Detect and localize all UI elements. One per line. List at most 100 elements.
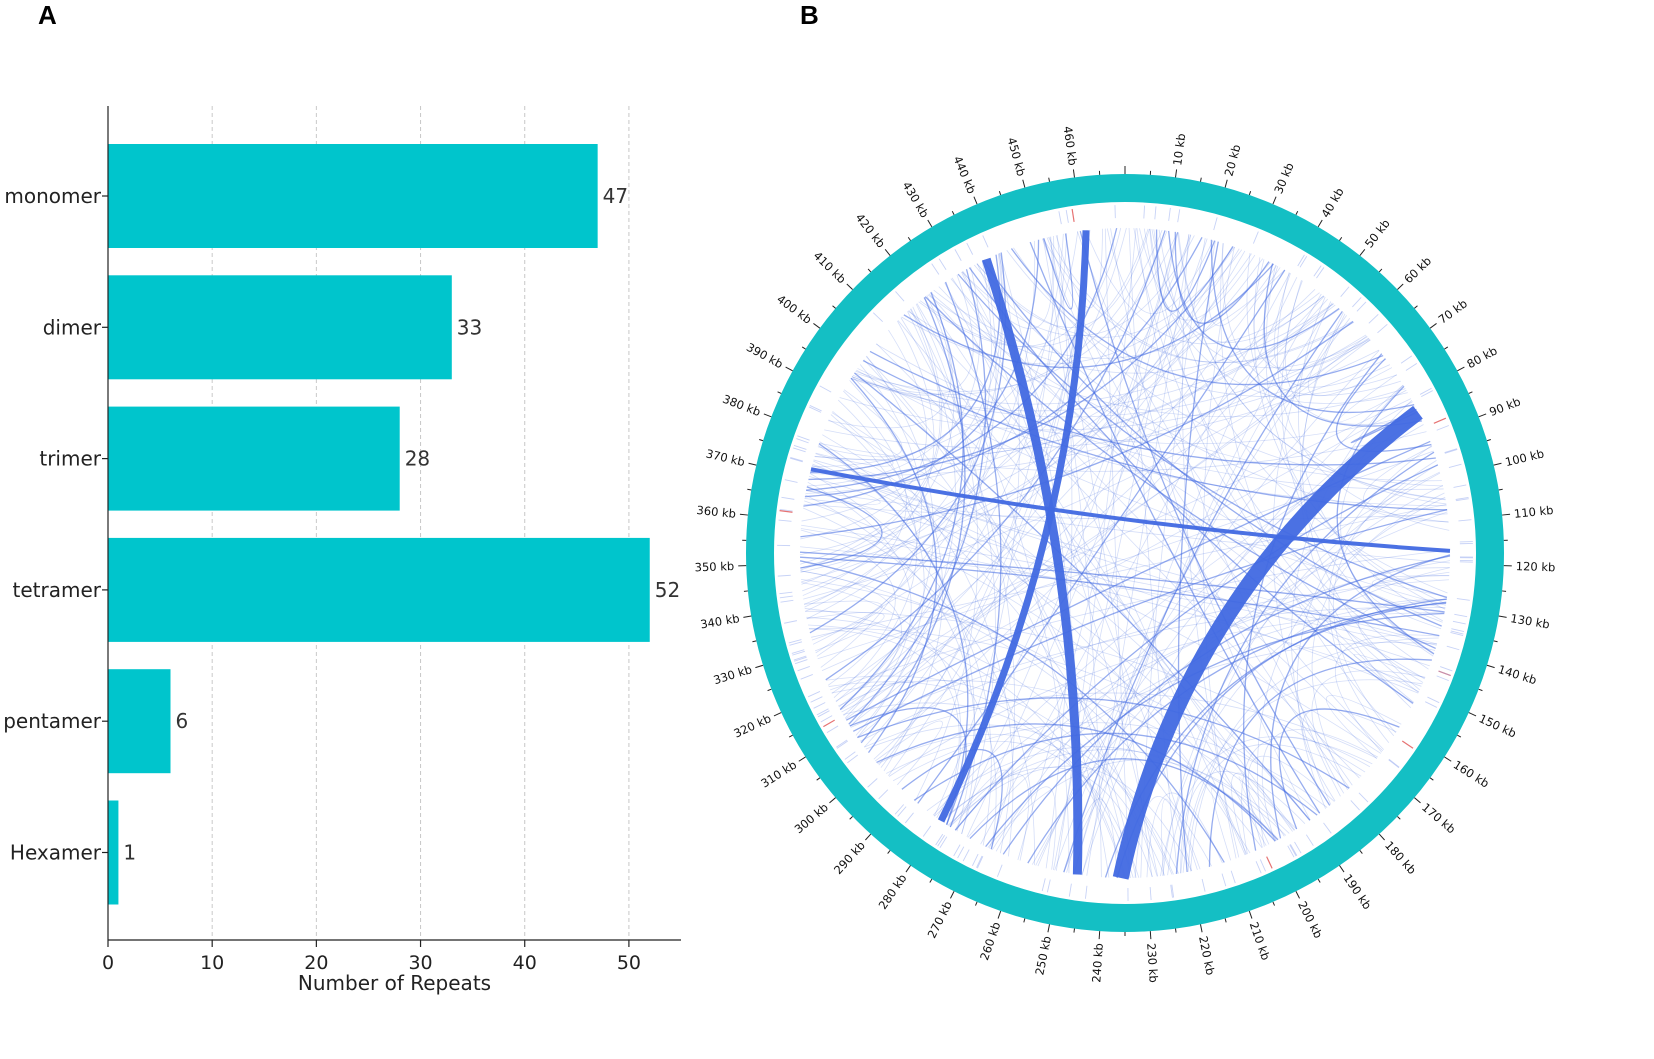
- ring-tick-label: 110 kb: [1513, 503, 1554, 521]
- faint-link: [876, 343, 1293, 832]
- bar-pentamer: [108, 669, 171, 774]
- category-label: dimer: [43, 315, 102, 339]
- faint-link: [1371, 575, 1450, 609]
- faint-link: [873, 298, 1329, 760]
- faint-link: [851, 274, 974, 396]
- category-label: pentamer: [3, 709, 102, 733]
- faint-link: [805, 494, 976, 835]
- faint-link: [801, 582, 962, 824]
- feature-mark: [1068, 883, 1072, 897]
- faint-link: [901, 249, 1243, 365]
- major-link: [981, 257, 1083, 875]
- faint-link: [815, 419, 894, 467]
- faint-link: [1307, 315, 1393, 397]
- faint-link: [878, 230, 1087, 766]
- faint-link: [812, 246, 1233, 645]
- minor-link: [954, 464, 1439, 831]
- ring-tick-mark: [1359, 248, 1366, 256]
- feature-mark: [789, 641, 803, 646]
- ring-tick-mark: [927, 219, 933, 228]
- feature-mark: [996, 864, 1003, 877]
- ring-tick-label: 290 kb: [831, 838, 868, 877]
- panel-label-a: A: [38, 0, 57, 30]
- faint-link: [934, 571, 1450, 817]
- minor-link: [839, 292, 964, 710]
- feature-mark: [1058, 211, 1062, 225]
- faint-link: [1180, 770, 1306, 874]
- ring-tick-label: 180 kb: [1382, 838, 1419, 877]
- faint-link: [855, 311, 956, 736]
- ring-tick-mark: [1248, 910, 1253, 919]
- ring-tick-mark: [1072, 169, 1075, 178]
- feature-mark: [1452, 620, 1466, 625]
- feature-mark: [1289, 844, 1297, 857]
- feature-mark: [1154, 206, 1157, 220]
- faint-link: [1261, 729, 1379, 842]
- feature-mark: [1438, 670, 1451, 676]
- minor-link: [854, 372, 1311, 821]
- x-tick-label: 0: [102, 952, 114, 974]
- feature-mark: [793, 444, 807, 450]
- minor-link: [1029, 241, 1321, 814]
- ring-tick-label: 270 kb: [925, 899, 955, 941]
- ring-tick-mark: [1493, 462, 1502, 466]
- ring-tick-mark: [1457, 734, 1462, 738]
- faint-link: [800, 308, 941, 565]
- minor-link: [1043, 233, 1074, 310]
- feature-mark: [1046, 879, 1051, 893]
- faint-link: [1284, 280, 1421, 425]
- ring-tick-mark: [763, 413, 772, 418]
- ring-tick-mark: [997, 910, 1002, 919]
- feature-mark: [931, 263, 940, 275]
- ring-tick-mark: [798, 756, 806, 762]
- ring-tick-mark: [801, 346, 806, 350]
- bar-value-label: 28: [405, 447, 430, 471]
- faint-link: [839, 349, 1380, 431]
- faint-link: [852, 374, 1419, 445]
- faint-link: [1241, 736, 1371, 855]
- faint-link: [799, 253, 1252, 556]
- faint-link: [1055, 228, 1137, 871]
- feature-mark: [781, 496, 795, 500]
- feature-mark: [1168, 207, 1171, 221]
- ring-tick-mark: [829, 797, 836, 804]
- faint-link: [1162, 485, 1444, 876]
- feature-mark: [1377, 323, 1388, 334]
- feature-mark: [800, 674, 813, 680]
- ring-tick-label: 400 kb: [774, 292, 814, 327]
- faint-link: [865, 724, 1180, 874]
- feature-mark: [817, 710, 830, 718]
- minor-link: [818, 443, 969, 825]
- feature-mark: [796, 438, 809, 444]
- feature-mark: [816, 708, 829, 716]
- ring-tick-mark: [929, 878, 933, 883]
- ring-tick-mark: [755, 664, 764, 669]
- feature-mark: [962, 849, 970, 862]
- genome-ring: [746, 174, 1504, 932]
- ring-tick-mark: [1468, 391, 1473, 394]
- ring-tick-label: 250 kb: [1032, 935, 1054, 977]
- faint-link: [923, 297, 1267, 846]
- faint-link: [908, 310, 1360, 779]
- faint-link: [995, 786, 1057, 870]
- ring-tick-mark: [777, 391, 782, 394]
- ring-tick-mark: [773, 712, 782, 717]
- feature-mark: [844, 751, 856, 760]
- feature-mark: [954, 249, 962, 261]
- feature-mark: [1221, 873, 1227, 887]
- minor-link: [924, 296, 1436, 650]
- feature-mark: [1287, 845, 1295, 858]
- minor-link: [969, 758, 1279, 841]
- faint-link: [813, 460, 1295, 831]
- faint-link: [897, 320, 1285, 837]
- faint-link: [804, 600, 883, 641]
- faint-link: [804, 476, 881, 505]
- faint-link: [1052, 234, 1190, 871]
- minor-link: [862, 360, 1448, 511]
- faint-link: [962, 236, 1053, 330]
- feature-mark: [1255, 861, 1262, 874]
- faint-link: [808, 624, 1127, 879]
- feature-mark: [1299, 255, 1308, 268]
- ring-tick-mark: [1429, 323, 1437, 329]
- ring-tick-mark: [788, 734, 793, 738]
